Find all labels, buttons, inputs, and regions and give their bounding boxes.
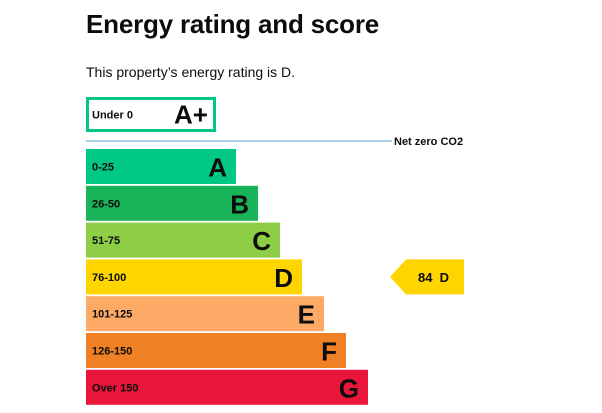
net-zero-label: Net zero CO2: [394, 136, 463, 148]
band-letter: F: [321, 337, 337, 367]
current-rating-marker: 84 D: [390, 259, 464, 295]
band-bar: [86, 296, 324, 332]
band-bar: [86, 259, 302, 295]
band-bar: [86, 97, 216, 132]
band-a-plus: Under 0 A+: [86, 97, 216, 132]
band-c: 51-75 C: [86, 222, 280, 258]
band-range-label: 0-25: [92, 162, 114, 174]
band-d: 76-100 D: [86, 259, 302, 295]
band-bar: [86, 185, 258, 221]
energy-bands: Under 0 A+0-25 A26-50 B51-75 C76-100 D101-125…: [86, 97, 368, 405]
net-zero-marker: Net zero CO2: [86, 136, 463, 148]
page-title: Energy rating and score: [86, 9, 380, 39]
band-range-label: 26-50: [92, 198, 120, 210]
band-letter: B: [230, 189, 249, 219]
band-range-label: Over 150: [92, 382, 138, 394]
band-bar: [86, 222, 280, 258]
energy-rating-intro: This property’s energy rating is D.: [86, 64, 296, 80]
band-range-label: 101-125: [92, 309, 132, 321]
band-b: 26-50 B: [86, 185, 258, 221]
current-rating-label: 84 D: [418, 270, 449, 285]
band-g: Over 150 G: [86, 369, 368, 405]
band-range-label: 51-75: [92, 235, 120, 247]
band-bar: [86, 333, 346, 368]
band-letter: C: [252, 226, 271, 256]
band-range-label: 126-150: [92, 346, 132, 358]
band-letter: G: [339, 373, 359, 403]
band-letter: D: [274, 263, 293, 293]
band-f: 126-150 F: [86, 333, 346, 368]
band-letter: A+: [174, 100, 208, 130]
band-letter: E: [298, 300, 315, 330]
band-letter: A: [208, 153, 227, 183]
band-bar: [86, 149, 236, 184]
band-a: 0-25 A: [86, 149, 236, 184]
current-rating-arrow: [390, 259, 464, 295]
band-range-label: Under 0: [92, 110, 133, 122]
band-range-label: 76-100: [92, 272, 126, 284]
band-e: 101-125 E: [86, 296, 324, 332]
band-bar: [86, 369, 368, 405]
